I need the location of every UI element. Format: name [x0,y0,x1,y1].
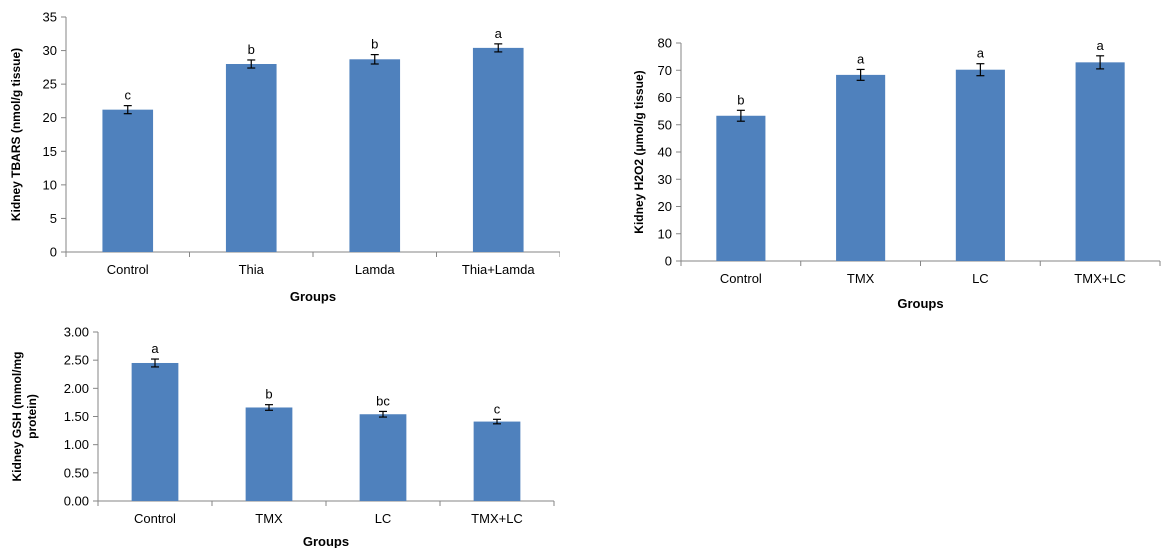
bar [102,109,154,253]
y-tick-label: 5 [50,211,57,226]
x-axis-title: Groups [303,534,349,548]
y-tick-label: 40 [658,145,672,160]
bar [245,407,293,501]
significance-letter: b [265,387,272,402]
x-tick-label: Thia+Lamda [462,262,535,277]
y-tick-label: 80 [658,36,672,51]
bar [131,362,179,501]
y-tick-label: 70 [658,63,672,78]
x-tick-label: TMX [847,271,875,286]
y-tick-label: 1.50 [64,409,89,424]
y-tick-label: 25 [43,77,57,92]
bar [955,69,1005,261]
x-tick-label: TMX+LC [1074,271,1126,286]
x-tick-label: TMX+LC [471,511,523,526]
significance-letter: a [857,51,865,66]
x-tick-label: LC [375,511,392,526]
y-tick-label: 0.00 [64,494,89,509]
y-tick-label: 20 [658,199,672,214]
y-tick-label: 30 [43,43,57,58]
y-tick-label: 0 [50,245,57,260]
tbars-chart: 0 5 10 15 20 25 30 35 c Control b Thia b Lamda a Thia+L… [9,10,560,304]
gsh-chart: 0.00 0.50 1.00 1.50 2.00 2.50 3.00 a Control b TMX… [10,325,555,548]
bar [349,59,401,252]
y-tick-label: 1.00 [64,437,89,452]
bar [472,47,524,253]
significance-letter: c [494,401,501,416]
y-tick-label: 50 [658,117,672,132]
significance-letter: b [371,37,378,52]
x-axis-title: Groups [290,289,336,304]
x-tick-label: TMX [255,511,283,526]
y-tick-label: 60 [658,90,672,105]
y-tick-label: 0.50 [64,465,89,480]
y-tick-label: 3.00 [64,325,89,340]
x-tick-label: Lamda [355,262,396,277]
h2o2-chart: 0 10 20 30 40 50 60 70 80 b Control a TMX a LC a TMX+LC G… [632,36,1161,311]
y-axis-title: Kidney H2O2 (μmol/g tissue) [632,70,646,233]
y-tick-label: 35 [43,10,57,25]
x-tick-label: Control [134,511,176,526]
significance-letter: c [125,88,132,103]
bar [716,115,766,261]
y-axis-title: Kidney TBARS (nmol/g tissue) [9,48,23,221]
y-tick-label: 10 [43,177,57,192]
y-tick-label: 0 [665,254,672,269]
bar [1075,62,1125,261]
significance-letter: bc [376,393,390,408]
y-tick-label: 15 [43,144,57,159]
y-axis-title: Kidney GSH (mmol/mgprotein) [10,351,39,481]
bar [836,74,886,261]
significance-letter: b [737,92,744,107]
x-tick-label: Control [720,271,762,286]
significance-letter: b [248,42,255,57]
significance-letter: a [977,46,985,61]
x-tick-label: Control [107,262,149,277]
x-tick-label: Thia [239,262,265,277]
significance-letter: a [495,26,503,41]
y-tick-label: 10 [658,226,672,241]
x-tick-label: LC [972,271,989,286]
significance-letter: a [151,341,159,356]
y-tick-label: 30 [658,172,672,187]
bar [225,64,277,252]
bar [359,414,407,501]
y-tick-label: 20 [43,110,57,125]
y-tick-label: 2.00 [64,381,89,396]
y-tick-label: 2.50 [64,353,89,368]
bar [473,421,521,501]
x-axis-title: Groups [897,296,943,311]
significance-letter: a [1097,38,1105,53]
